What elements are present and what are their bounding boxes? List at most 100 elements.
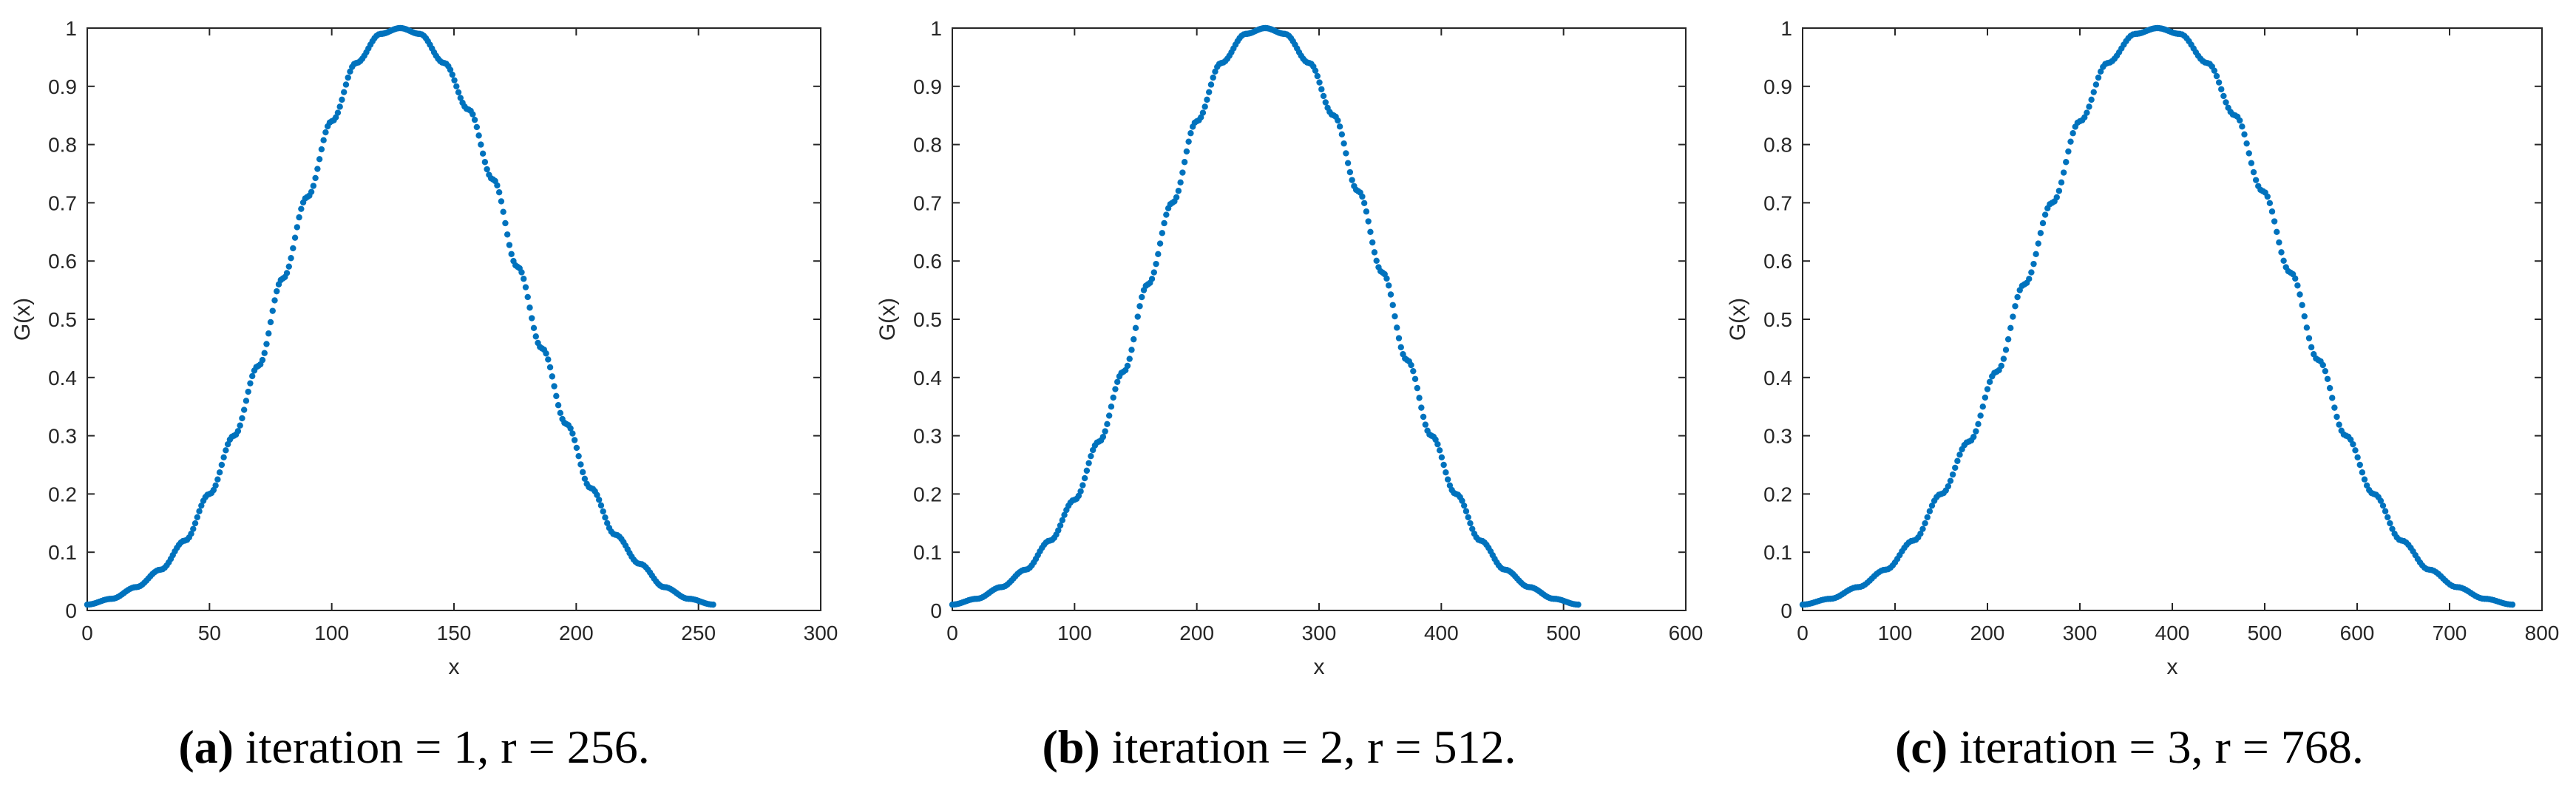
- x-axis-label: x: [1314, 655, 1325, 679]
- data-point: [2092, 81, 2100, 88]
- data-point: [2065, 148, 2072, 155]
- data-point: [216, 469, 223, 476]
- y-tick-label: 0.2: [913, 483, 942, 506]
- data-point: [457, 95, 464, 101]
- data-point: [1397, 344, 1404, 351]
- data-point: [2033, 251, 2039, 258]
- x-tick-label: 0: [1797, 622, 1809, 644]
- data-point: [1395, 335, 1403, 341]
- data-point: [212, 482, 219, 489]
- data-point: [2319, 361, 2326, 369]
- data-point: [2354, 454, 2361, 461]
- data-point: [710, 601, 716, 608]
- data-point: [239, 415, 245, 422]
- data-point: [473, 123, 481, 131]
- data-point: [475, 132, 482, 139]
- data-point: [2363, 482, 2370, 489]
- y-axis-label: G(x): [10, 298, 35, 341]
- y-tick-label: 0.7: [1763, 191, 1792, 214]
- data-point: [1126, 355, 1133, 362]
- data-point: [2081, 114, 2088, 121]
- data-point: [2030, 260, 2037, 268]
- data-point: [2012, 303, 2019, 310]
- x-tick-label: 100: [1057, 622, 1092, 644]
- data-point: [1061, 511, 1068, 518]
- data-point: [2301, 313, 2308, 320]
- data-point: [2095, 74, 2102, 81]
- data-point: [1982, 394, 1989, 401]
- panels: 0 50 100 150 200 250 30000.10.20.30.40.50.60.7…: [10, 17, 2559, 773]
- x-axis-label: x: [2167, 655, 2178, 679]
- data-point: [1363, 208, 1370, 215]
- data-point: [237, 422, 243, 429]
- data-point: [1349, 177, 1355, 183]
- data-point: [312, 174, 319, 182]
- data-point: [1462, 508, 1470, 514]
- data-point: [1314, 72, 1321, 80]
- data-point: [597, 502, 605, 509]
- y-axis-label: G(x): [875, 298, 900, 341]
- x-tick-label: 0: [946, 622, 958, 644]
- data-point: [314, 166, 321, 172]
- data-point: [263, 341, 270, 347]
- data-point: [322, 129, 329, 136]
- data-point: [2211, 67, 2218, 74]
- data-point: [347, 68, 353, 75]
- data-point: [265, 330, 272, 337]
- data-point: [196, 508, 203, 514]
- data-point: [2271, 218, 2278, 225]
- data-point: [332, 114, 339, 121]
- data-point: [298, 205, 305, 212]
- data-point: [1460, 502, 1468, 509]
- data-point: [532, 333, 539, 340]
- data-point: [1947, 477, 1954, 484]
- x-tick-label: 700: [2433, 622, 2467, 644]
- data-point: [191, 520, 199, 527]
- data-point: [2361, 476, 2368, 483]
- data-point: [1367, 228, 1374, 235]
- data-point: [1346, 169, 1354, 176]
- y-tick-label: 0.6: [1763, 250, 1792, 273]
- data-point: [1153, 260, 1159, 268]
- data-point: [218, 461, 226, 469]
- x-tick-label: 250: [681, 622, 716, 644]
- data-point: [2010, 313, 2016, 320]
- data-point: [1320, 92, 1327, 100]
- data-point: [1344, 160, 1352, 166]
- data-point: [1177, 179, 1184, 186]
- data-point: [2002, 347, 2010, 353]
- data-point: [455, 89, 462, 96]
- caption-text: iteration = 2, r = 512.: [1112, 721, 1516, 773]
- data-point: [1322, 99, 1329, 106]
- y-tick-label: 0.9: [48, 75, 77, 98]
- data-point: [1945, 483, 1952, 490]
- data-point: [546, 364, 554, 371]
- data-point: [2387, 520, 2393, 527]
- data-point: [451, 77, 458, 84]
- data-point: [579, 469, 586, 476]
- data-point: [2245, 150, 2252, 157]
- data-point: [1919, 525, 1926, 532]
- data-point: [1181, 159, 1188, 166]
- data-point: [296, 214, 302, 221]
- data-point: [2280, 257, 2287, 265]
- data-point: [1465, 514, 1471, 521]
- data-point: [2331, 404, 2338, 411]
- x-tick-label: 800: [2525, 622, 2560, 644]
- data-point: [529, 315, 535, 321]
- data-point: [545, 356, 552, 363]
- caption-space: [234, 721, 245, 773]
- x-tick-label: 150: [437, 622, 472, 644]
- caption-tag: (b): [1043, 721, 1100, 773]
- data-point: [1059, 517, 1066, 524]
- data-point: [1108, 404, 1115, 410]
- y-tick-label: 0.8: [48, 134, 77, 157]
- data-point: [194, 514, 200, 521]
- data-point: [2278, 249, 2285, 256]
- data-point: [2223, 99, 2229, 106]
- data-point: [1336, 123, 1343, 130]
- x-tick-label: 100: [314, 622, 349, 644]
- data-point: [294, 224, 301, 231]
- data-point: [1575, 601, 1582, 608]
